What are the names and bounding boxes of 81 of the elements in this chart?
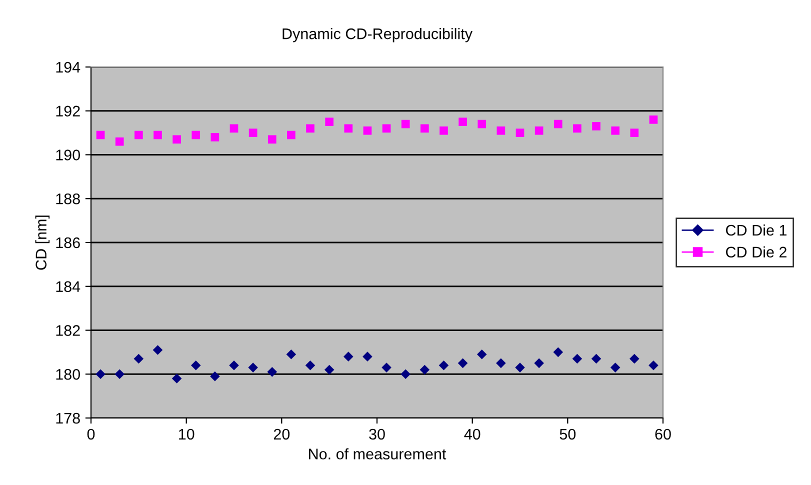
point — [572, 354, 582, 364]
point — [172, 374, 182, 384]
point — [554, 120, 562, 128]
point — [248, 362, 258, 372]
point — [476, 349, 487, 360]
point — [611, 126, 620, 135]
point — [515, 362, 525, 372]
point — [134, 354, 144, 364]
point — [248, 128, 258, 137]
point — [496, 358, 506, 368]
point — [496, 126, 506, 135]
point — [649, 115, 658, 124]
point — [172, 135, 181, 144]
point — [210, 133, 220, 142]
y-tick-label: 190 — [56, 150, 80, 160]
point — [400, 369, 411, 380]
legend-label: CD Die 1 — [726, 224, 786, 236]
point — [648, 360, 658, 370]
point — [344, 124, 353, 133]
point — [343, 352, 354, 362]
y-tick-label: 182 — [56, 325, 80, 336]
x-tick-label: 0 — [87, 428, 95, 440]
legend-label: CD Die 2 — [726, 246, 786, 258]
point — [440, 126, 448, 135]
point — [267, 367, 278, 377]
point — [592, 122, 600, 130]
point — [573, 124, 582, 133]
y-tick-label: 186 — [56, 237, 80, 248]
point — [534, 126, 544, 135]
point — [324, 364, 334, 375]
point — [286, 349, 296, 360]
y-tick-label: 194 — [56, 62, 80, 73]
point — [268, 135, 276, 144]
y-tick-label: 192 — [56, 106, 80, 117]
point — [516, 128, 524, 137]
x-tick-label: 20 — [274, 428, 290, 440]
point — [115, 137, 124, 146]
y-axis-title: CD [nm] — [35, 216, 50, 270]
point — [591, 354, 602, 364]
point — [287, 130, 296, 140]
point — [305, 360, 316, 370]
y-tick-label: 178 — [56, 412, 80, 424]
y-tick-label: 180 — [56, 368, 80, 380]
point — [190, 360, 201, 370]
point — [192, 130, 200, 140]
point — [458, 118, 467, 126]
point — [420, 124, 429, 133]
point — [401, 120, 410, 128]
x-tick-label: 10 — [179, 428, 194, 440]
point — [134, 130, 143, 140]
point — [306, 124, 314, 133]
point — [152, 345, 163, 355]
x-tick-label: 40 — [464, 428, 480, 440]
point — [534, 358, 544, 368]
point — [630, 128, 639, 137]
point — [458, 358, 468, 368]
point — [363, 126, 372, 135]
point — [325, 118, 334, 126]
point — [229, 360, 239, 370]
point — [230, 124, 238, 133]
x-tick-label: 60 — [655, 428, 671, 440]
x-tick-label: 30 — [369, 428, 385, 440]
x-axis-title: No. of measurement — [309, 448, 446, 460]
point — [382, 124, 391, 133]
point — [96, 369, 106, 380]
y-tick-label: 184 — [56, 281, 80, 292]
point — [210, 371, 220, 382]
point — [420, 364, 430, 375]
point — [96, 130, 105, 140]
chart-title: Dynamic CD-Reproducibility — [282, 28, 472, 42]
point — [438, 360, 449, 370]
point — [362, 352, 372, 362]
y-tick-label: 188 — [56, 193, 80, 204]
point — [114, 369, 125, 380]
point — [553, 347, 564, 358]
point — [629, 354, 640, 364]
x-tick-label: 50 — [560, 428, 576, 440]
point — [478, 120, 486, 128]
point — [382, 362, 392, 372]
point — [610, 362, 620, 372]
point — [154, 130, 162, 140]
